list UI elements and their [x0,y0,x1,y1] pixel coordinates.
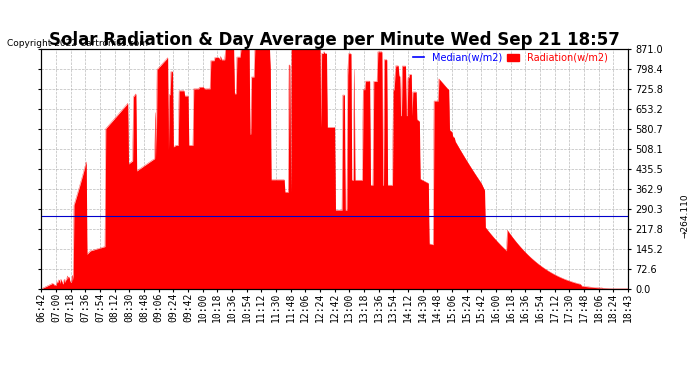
Text: →264.110: →264.110 [680,194,690,238]
Legend: Median(w/m2), Radiation(w/m2): Median(w/m2), Radiation(w/m2) [408,49,611,67]
Title: Solar Radiation & Day Average per Minute Wed Sep 21 18:57: Solar Radiation & Day Average per Minute… [49,31,620,49]
Text: Copyright 2022 Cartronics.com: Copyright 2022 Cartronics.com [7,39,148,48]
